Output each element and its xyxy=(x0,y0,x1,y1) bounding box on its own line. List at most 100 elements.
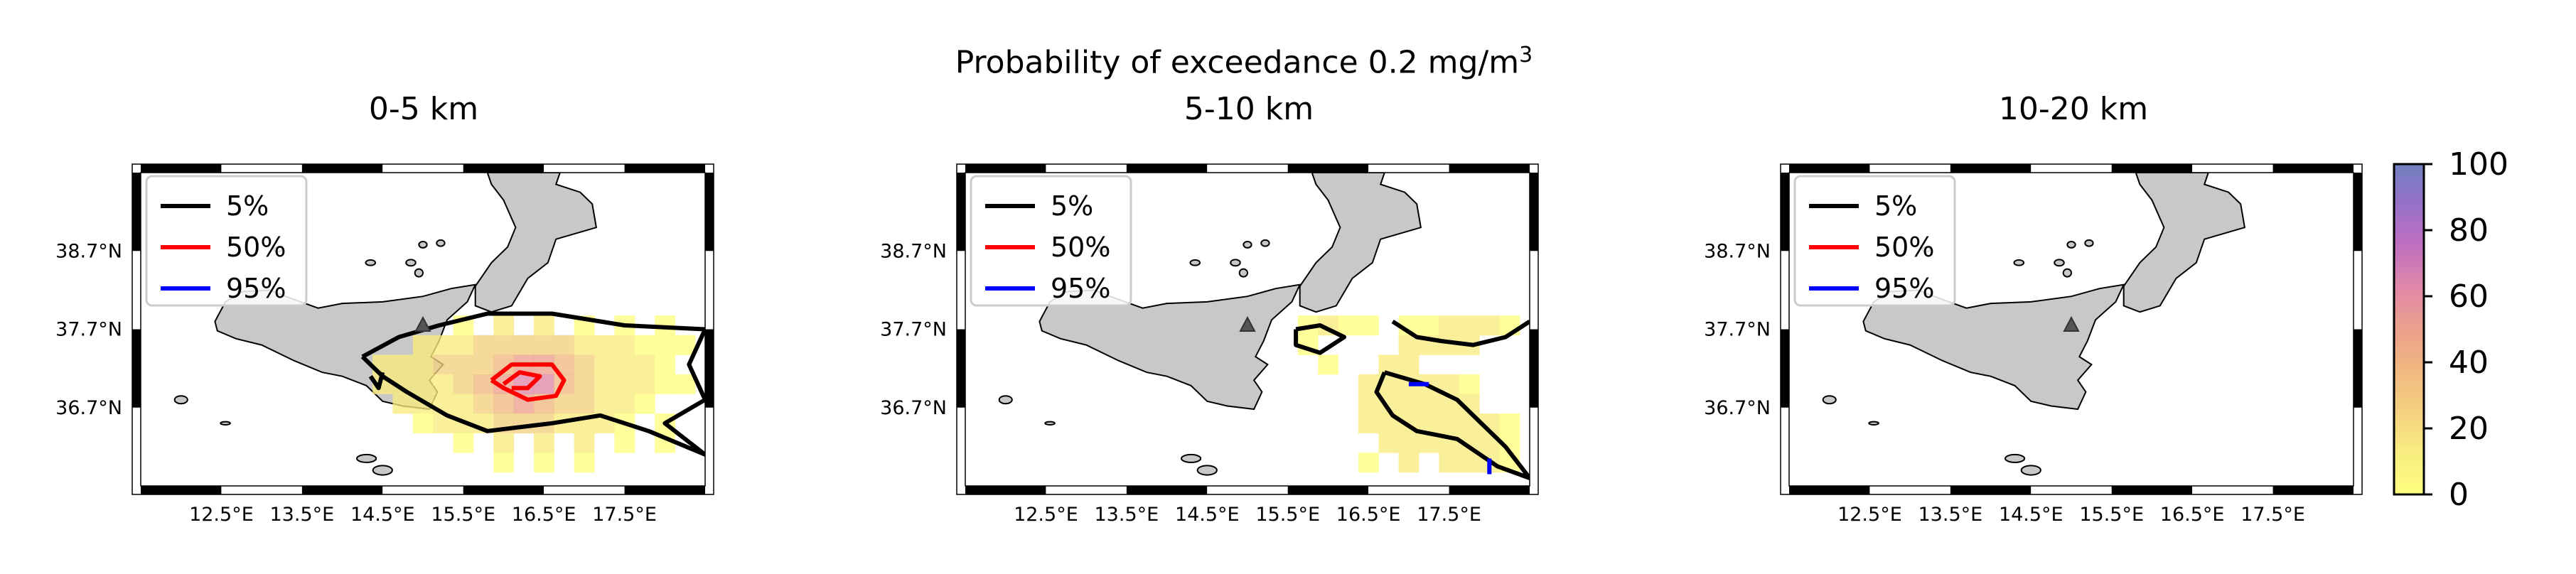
frame-segment xyxy=(957,329,965,408)
heatmap-cell xyxy=(1398,394,1420,414)
colorbar-tick-label: 80 xyxy=(2449,212,2489,249)
island-2 xyxy=(2054,259,2065,267)
contour-5pct xyxy=(1294,323,1347,355)
frame-segment xyxy=(1046,164,1127,173)
volcano-triangle-icon xyxy=(1239,315,1256,332)
island-7 xyxy=(1868,421,1879,426)
heatmap-cell xyxy=(614,433,635,453)
legend-label-1: 5% xyxy=(226,190,269,222)
map-panels: 12.5°E 13.5°E 14.5°E 15.5°E 16.5°E 17.5°E 38.7… xyxy=(55,163,2363,526)
heatmap-cell xyxy=(594,374,615,394)
x-tick-label: 14.5°E xyxy=(1999,504,2064,526)
legend: 5% 50% 95% xyxy=(970,175,1132,307)
heatmap-cell xyxy=(1439,453,1460,473)
panel-title-3: 10-20 km xyxy=(1998,91,2149,127)
heatmap-cell xyxy=(473,374,494,394)
heatmap-cell xyxy=(574,335,595,355)
heatmap-cell xyxy=(1419,315,1439,336)
frame-segment xyxy=(2272,486,2354,494)
heatmap-cell xyxy=(493,394,515,414)
contour-5pct xyxy=(1391,319,1530,347)
y-tick-label: 37.7°N xyxy=(1704,319,1771,341)
frame-segment xyxy=(1126,164,1208,173)
x-tick-label: 16.5°E xyxy=(1336,504,1401,526)
contour-50pct xyxy=(490,362,567,402)
heatmap-cell xyxy=(533,453,554,473)
island-1 xyxy=(1189,259,1201,266)
frame-segment xyxy=(1789,486,1870,494)
heatmap-cell xyxy=(1459,315,1480,336)
frame-segment xyxy=(1287,164,1369,173)
frame-segment xyxy=(1368,486,1449,494)
island-7 xyxy=(1044,421,1056,426)
heatmap-cell xyxy=(453,374,474,394)
frame-segment xyxy=(132,407,141,486)
contour-50pct xyxy=(502,370,542,391)
heatmap-cell xyxy=(614,354,635,375)
island-2 xyxy=(405,259,417,267)
contour-5pct xyxy=(1374,370,1530,480)
frame-segment xyxy=(2272,164,2354,173)
frame-segment xyxy=(1046,486,1127,494)
frame-segment xyxy=(1530,173,1538,251)
heatmap-cell xyxy=(453,335,474,355)
heatmap-cell xyxy=(1459,374,1480,394)
legend-label-3: 95% xyxy=(1874,273,1934,304)
frame-segment xyxy=(1789,164,1870,173)
x-tick-label: 12.5°E xyxy=(189,504,254,526)
y-tick-label: 36.7°N xyxy=(880,397,947,419)
heatmap-cell xyxy=(675,335,696,355)
panel-title-2: 5-10 km xyxy=(1184,91,1314,127)
y-tick-label: 38.7°N xyxy=(55,240,122,262)
frame-segment xyxy=(301,164,383,173)
map-panel-1: 12.5°E 13.5°E 14.5°E 15.5°E 16.5°E 17.5°E 38.7… xyxy=(55,163,714,526)
frame-segment xyxy=(1781,329,1789,408)
heatmap-cell xyxy=(473,335,494,355)
legend-label-3: 95% xyxy=(1051,273,1110,304)
x-tick-label: 13.5°E xyxy=(1095,504,1159,526)
x-tick-label: 16.5°E xyxy=(2160,504,2225,526)
heatmap-cell xyxy=(675,374,696,394)
island-6 xyxy=(998,395,1013,405)
heatmap-cell xyxy=(493,433,515,453)
frame-segment xyxy=(1207,164,1288,173)
land-calabria xyxy=(1299,173,1422,313)
heatmap-cell xyxy=(655,354,675,375)
heatmap-cell xyxy=(392,394,414,414)
heatmap-cell xyxy=(1338,315,1359,336)
island-9 xyxy=(2020,465,2041,476)
island-4 xyxy=(2066,241,2076,249)
heatmap-cell xyxy=(1439,315,1460,336)
map-panel-2: 12.5°E 13.5°E 14.5°E 15.5°E 16.5°E 17.5°E 38.7… xyxy=(880,163,1539,526)
island-5 xyxy=(436,239,446,247)
legend-box xyxy=(145,175,308,307)
frame-segment xyxy=(1368,164,1449,173)
heatmap-cell xyxy=(1499,413,1520,434)
heatmap-cell xyxy=(634,394,655,414)
map-content xyxy=(998,173,1530,480)
frame-segment xyxy=(382,486,463,494)
y-tick-label: 37.7°N xyxy=(880,319,947,341)
figure-title-text: Probability of exceedance 0.2 mg/m xyxy=(955,44,1520,81)
frame-segment xyxy=(1530,329,1538,408)
x-tick-label: 12.5°E xyxy=(1014,504,1078,526)
frame-segment xyxy=(2111,486,2193,494)
legend-label-1: 5% xyxy=(1051,190,1093,222)
heatmap-cell xyxy=(513,335,535,355)
frame-segment xyxy=(544,164,625,173)
frame-outline xyxy=(132,163,714,495)
x-tick-label: 15.5°E xyxy=(2079,504,2144,526)
heatmap-cell xyxy=(1358,413,1379,434)
heatmap-cell xyxy=(594,335,615,355)
island-3 xyxy=(414,268,424,278)
y-tick-label: 36.7°N xyxy=(1704,397,1771,419)
heatmap-cell xyxy=(412,335,434,355)
heatmap-cell xyxy=(574,354,595,375)
heatmap-cell xyxy=(453,394,474,414)
legend-label-2: 50% xyxy=(226,232,286,263)
frame-segment xyxy=(2354,407,2362,486)
frame-segment xyxy=(1530,407,1538,486)
frame-segment xyxy=(141,164,222,173)
frame-segment xyxy=(624,486,705,494)
frame-segment xyxy=(957,407,965,486)
